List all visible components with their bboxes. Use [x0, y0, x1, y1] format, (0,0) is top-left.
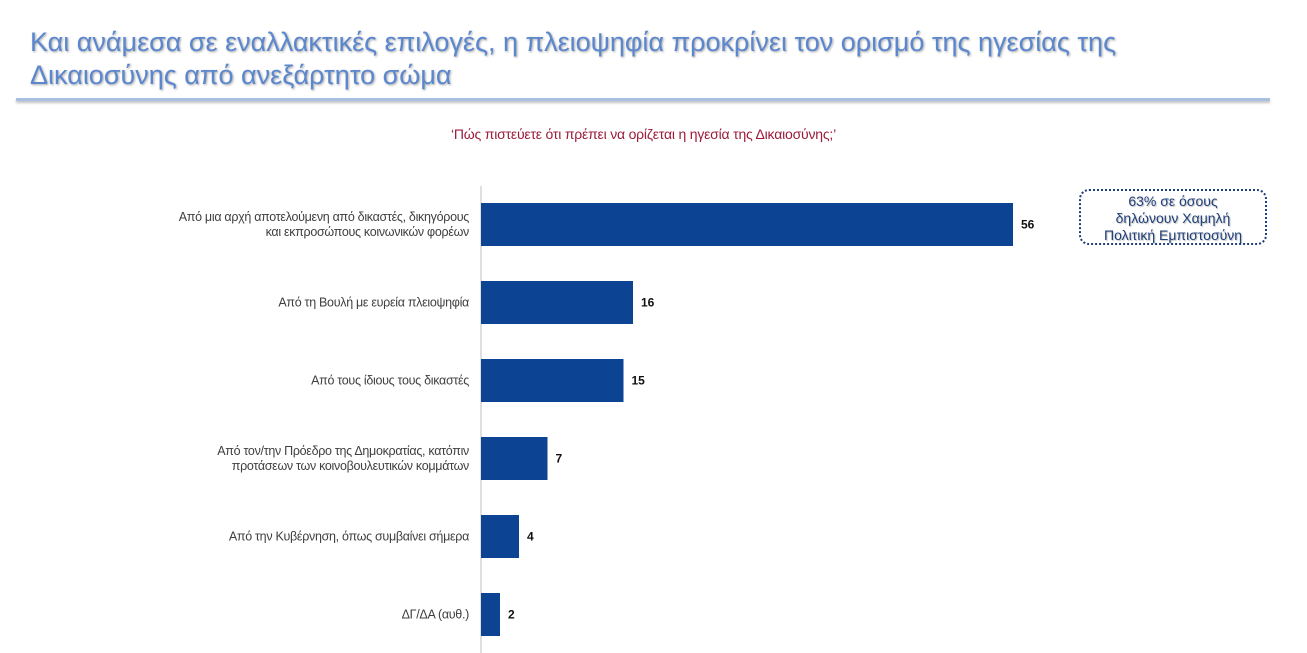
- category-label-1: Από τη Βουλή με ευρεία πλειοψηφία: [278, 296, 469, 310]
- bar-4: [481, 515, 519, 558]
- bar-2: [481, 359, 624, 402]
- data-label-5: 2: [508, 608, 515, 622]
- data-label-0: 56: [1021, 218, 1035, 232]
- data-label-1: 16: [641, 296, 655, 310]
- bar-3: [481, 437, 548, 480]
- page-title: Και ανάμεσα σε εναλλακτικές επιλογές, η …: [30, 27, 1117, 90]
- category-label-5: ΔΓ/ΔΑ (αυθ.): [402, 608, 470, 622]
- bar-0: [481, 203, 1013, 246]
- category-label-2: Από τους ίδιους τους δικαστές: [311, 374, 469, 388]
- bar-1: [481, 281, 633, 324]
- callout-line-3: Πολιτική Εμπιστοσύνη: [1103, 227, 1243, 243]
- callout-line-2: δηλώνουν Χαμηλή: [1115, 210, 1231, 226]
- title-divider: [16, 98, 1270, 101]
- category-label-0: Από μια αρχή αποτελούμενη από δικαστές, …: [179, 210, 470, 239]
- callout-box: 63% σε όσους δηλώνουν Χαμηλή Πολιτική Εμ…: [1079, 189, 1267, 245]
- chart-question: ‘Πώς πιστεύετε ότι πρέπει να ορίζεται η …: [450, 126, 837, 142]
- callout-line-1: 63% σε όσους: [1128, 193, 1218, 209]
- data-label-2: 15: [632, 374, 646, 388]
- bar-5: [481, 593, 500, 636]
- category-label-3: Από τον/την Πρόεδρο της Δημοκρατίας, κατ…: [217, 444, 469, 473]
- data-label-3: 7: [556, 452, 563, 466]
- category-label-4: Από την Κυβέρνηση, όπως συμβαίνει σήμερα: [229, 530, 469, 544]
- data-label-4: 4: [527, 530, 534, 544]
